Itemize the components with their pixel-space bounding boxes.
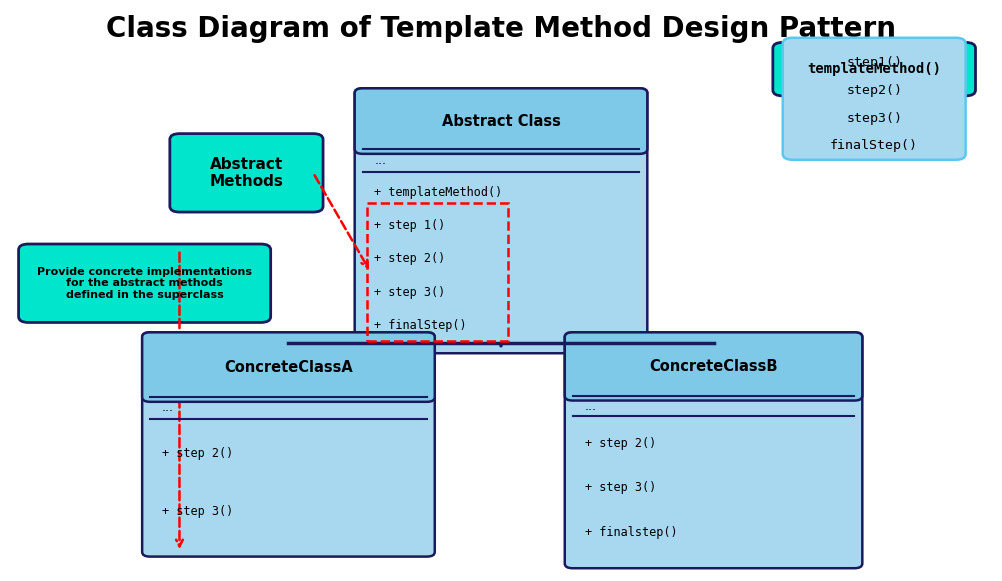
FancyBboxPatch shape (565, 332, 863, 568)
Text: ...: ... (162, 401, 174, 414)
FancyBboxPatch shape (565, 332, 863, 400)
Text: + step 3(): + step 3() (162, 505, 233, 518)
FancyBboxPatch shape (142, 332, 435, 557)
FancyBboxPatch shape (19, 244, 271, 322)
Text: Class Diagram of Template Method Design Pattern: Class Diagram of Template Method Design … (106, 15, 896, 42)
FancyBboxPatch shape (169, 134, 323, 212)
FancyBboxPatch shape (783, 38, 966, 160)
FancyBboxPatch shape (142, 332, 435, 402)
Text: + finalStep(): + finalStep() (375, 319, 467, 332)
Text: Abstract
Methods: Abstract Methods (209, 157, 284, 189)
Text: ...: ... (375, 154, 387, 167)
Text: Abstract Class: Abstract Class (442, 113, 560, 128)
Text: step1(): step1() (846, 56, 902, 69)
Text: + step 2(): + step 2() (375, 252, 446, 266)
Text: templateMethod(): templateMethod() (808, 62, 941, 76)
Text: ScholarHat: ScholarHat (425, 323, 577, 351)
Text: step2(): step2() (846, 84, 902, 97)
Text: ConcreteClassA: ConcreteClassA (224, 360, 353, 375)
FancyBboxPatch shape (355, 88, 647, 353)
Text: finalStep(): finalStep() (831, 139, 918, 152)
Text: Provide concrete implementations
for the abstract methods
defined in the supercl: Provide concrete implementations for the… (37, 267, 253, 300)
FancyBboxPatch shape (355, 88, 647, 154)
FancyBboxPatch shape (773, 42, 976, 96)
Text: + step 2(): + step 2() (162, 447, 233, 460)
Text: + step 3(): + step 3() (375, 285, 446, 299)
Text: + step 2(): + step 2() (584, 436, 655, 450)
Text: + step 1(): + step 1() (375, 219, 446, 232)
Text: + templateMethod(): + templateMethod() (375, 186, 503, 199)
Text: + finalstep(): + finalstep() (584, 526, 677, 539)
Text: + step 3(): + step 3() (584, 481, 655, 494)
Text: step3(): step3() (846, 112, 902, 124)
Text: ...: ... (584, 400, 596, 413)
Text: ConcreteClassB: ConcreteClassB (649, 359, 778, 374)
